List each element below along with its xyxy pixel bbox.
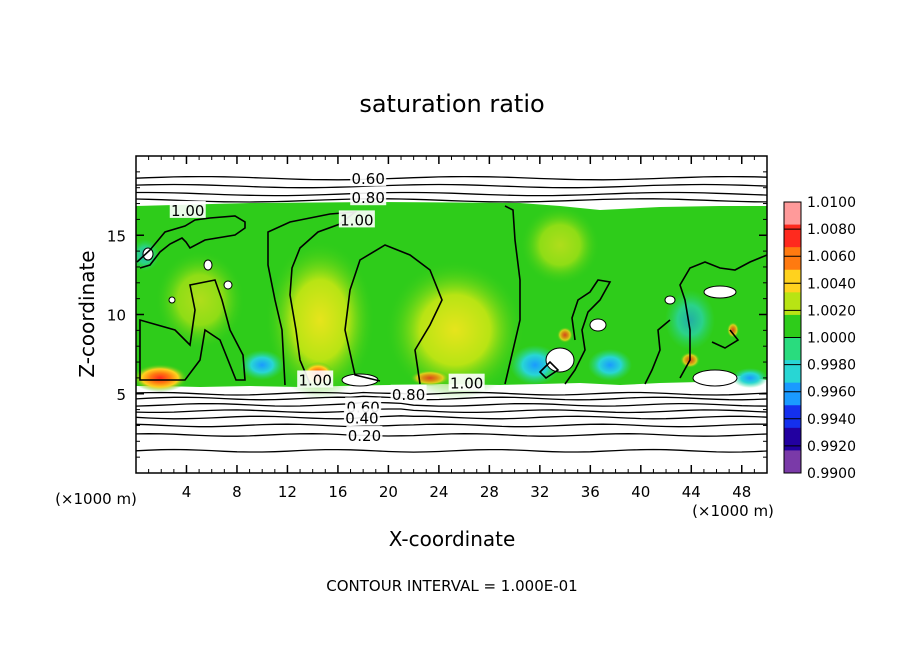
contour-line-below xyxy=(136,448,767,453)
contour-line-above xyxy=(136,191,767,197)
colorbar-label: 0.9940 xyxy=(807,412,856,428)
colorbar-swatch xyxy=(784,269,801,293)
y-axis-label: Z-coordinate xyxy=(75,250,99,377)
contour-labels: 0.600.801.001.001.000.800.600.400.201.00 xyxy=(169,169,485,445)
contour-line-below xyxy=(136,395,767,401)
contour-label-bg xyxy=(338,210,375,228)
hot-spot-1 xyxy=(136,364,188,392)
contour-1-00 xyxy=(136,205,767,386)
colorbar-swatch xyxy=(784,314,801,338)
y-tick-label: 15 xyxy=(107,227,126,245)
colorbar-label: 1.0040 xyxy=(807,276,856,292)
colorbar-swatch xyxy=(784,360,801,384)
contour-line-below xyxy=(136,401,767,407)
contour-label-bg xyxy=(448,373,485,391)
colorbar-swatch xyxy=(784,202,801,226)
contour-label: 1.00 xyxy=(340,211,373,229)
x-axis-label: X-coordinate xyxy=(389,527,516,551)
colorbar-swatch xyxy=(784,450,801,474)
contour-line-above xyxy=(136,198,767,203)
plot-area: 0.600.801.001.001.000.800.600.400.201.00 xyxy=(136,156,767,473)
x-tick-label: 12 xyxy=(278,483,297,501)
contours-above xyxy=(136,175,767,203)
x-tick-label: 28 xyxy=(480,483,499,501)
plume-warm-2 xyxy=(385,260,525,400)
plume-warm-4 xyxy=(155,250,245,350)
plume-warm-1 xyxy=(265,240,375,400)
x-tick-label: 32 xyxy=(530,483,549,501)
x-tick-label: 40 xyxy=(631,483,650,501)
colorbar-label: 1.0000 xyxy=(807,331,856,347)
contour-label-bg xyxy=(390,384,427,402)
hot-spot-3 xyxy=(410,370,450,386)
colorbar: 1.0100 1.0080 1.0060 1.0040 1.0020 1.0000 0.99… xyxy=(783,195,856,482)
colorbar-label: 0.9900 xyxy=(807,466,856,482)
colorbar-label: 1.0100 xyxy=(807,195,856,211)
colorbar-swatch xyxy=(784,247,801,271)
colorbar-swatch xyxy=(784,224,801,248)
x-tick-label: 16 xyxy=(328,483,347,501)
contour-label: 1.00 xyxy=(171,202,204,220)
colorbar-label: 1.0020 xyxy=(807,303,856,319)
contour-line-above xyxy=(136,175,767,181)
contour-label-bg xyxy=(350,188,387,206)
contour-line-below xyxy=(136,423,767,428)
colorbar-label: 0.9920 xyxy=(807,439,856,455)
cool-spot-3 xyxy=(588,349,632,381)
dry-patches xyxy=(142,247,738,387)
cool-spot-1 xyxy=(240,350,284,380)
colorbar-label: 0.9980 xyxy=(807,358,856,374)
contour-interval-note: CONTOUR INTERVAL = 1.000E-01 xyxy=(326,577,577,595)
x-tick-label: 36 xyxy=(581,483,600,501)
contour-label-bg xyxy=(297,370,334,388)
x-tick-label: 24 xyxy=(429,483,448,501)
x-unit-right: (×1000 m) xyxy=(692,502,774,520)
y-axis: 5 10 15 xyxy=(107,171,767,458)
plume-warm-3 xyxy=(520,205,600,285)
colorbar-swatch xyxy=(784,405,801,429)
contour-line-above xyxy=(136,183,767,189)
y-tick-label: 5 xyxy=(116,386,126,404)
contour-line-below xyxy=(136,391,767,396)
contours-below xyxy=(136,391,767,453)
contour-line-below xyxy=(136,415,767,420)
x-tick-label: 44 xyxy=(682,483,701,501)
x-axis: 4 8 12 16 20 24 28 32 36 40 44 48 xyxy=(148,156,755,501)
y-tick-label: 10 xyxy=(107,307,126,325)
contour-label-bg xyxy=(343,408,380,426)
contour-line-below xyxy=(136,408,767,414)
chart-title: saturation ratio xyxy=(359,90,544,118)
cool-spot-4 xyxy=(732,368,767,388)
contour-label-bg xyxy=(169,200,206,218)
x-tick-label: 20 xyxy=(379,483,398,501)
contour-label: 1.00 xyxy=(450,375,483,393)
contour-line-below xyxy=(136,433,767,437)
contour-label-bg xyxy=(350,169,387,187)
hot-spot-6 xyxy=(727,322,739,338)
contour-label: 0.40 xyxy=(345,410,378,428)
x-unit-left: (×1000 m) xyxy=(55,490,137,508)
x-tick-label: 48 xyxy=(732,483,751,501)
cool-spot-6 xyxy=(665,290,715,350)
colorbar-swatch xyxy=(784,337,801,361)
colorbar-label: 0.9960 xyxy=(807,385,856,401)
contour-label: 0.80 xyxy=(392,386,425,404)
hot-spot-5 xyxy=(557,327,573,343)
contour-label-bg xyxy=(346,425,383,443)
contour-label: 1.00 xyxy=(299,371,332,389)
colorbar-swatch xyxy=(784,427,801,451)
contour-label: 0.20 xyxy=(348,427,381,445)
colorbar-label: 1.0080 xyxy=(807,222,856,238)
colorbar-swatch xyxy=(784,292,801,316)
colorbar-label: 1.0060 xyxy=(807,249,856,265)
contour-label: 0.60 xyxy=(352,170,385,188)
x-tick-label: 4 xyxy=(182,483,192,501)
contour-label: 0.80 xyxy=(352,189,385,207)
x-tick-label: 8 xyxy=(232,483,242,501)
colorbar-swatch xyxy=(784,382,801,406)
